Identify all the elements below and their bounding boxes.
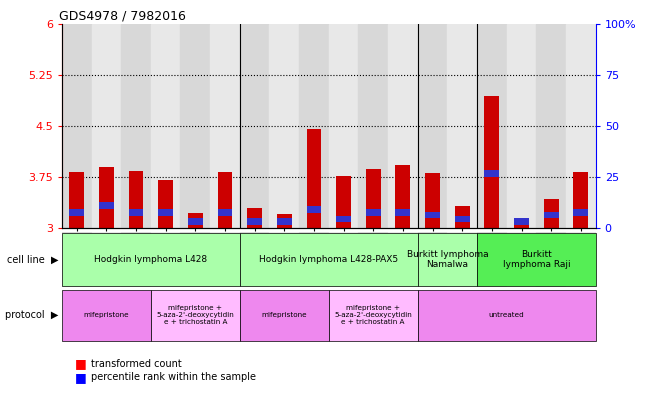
Bar	[69, 209, 84, 216]
Bar	[329, 24, 359, 228]
Bar	[574, 209, 589, 216]
Bar	[240, 24, 270, 228]
Bar	[99, 202, 114, 209]
Bar	[455, 206, 469, 228]
Bar	[158, 180, 173, 228]
Text: Hodgkin lymphoma L428: Hodgkin lymphoma L428	[94, 255, 208, 264]
Text: Hodgkin lymphoma L428-PAX5: Hodgkin lymphoma L428-PAX5	[259, 255, 398, 264]
Bar	[240, 232, 270, 287]
Bar	[217, 209, 232, 216]
Bar	[477, 233, 596, 286]
Bar	[62, 233, 240, 286]
Text: mifepristone +
5-aza-2'-deoxycytidin
e + trichostatin A: mifepristone + 5-aza-2'-deoxycytidin e +…	[156, 305, 234, 325]
Text: mifepristone +
5-aza-2'-deoxycytidin
e + trichostatin A: mifepristone + 5-aza-2'-deoxycytidin e +…	[335, 305, 412, 325]
Bar	[574, 172, 589, 228]
Bar	[506, 232, 536, 287]
Bar	[92, 24, 121, 228]
Bar	[477, 232, 506, 287]
Text: untreated: untreated	[489, 312, 525, 318]
Bar	[388, 24, 418, 228]
Bar	[359, 232, 388, 287]
Text: transformed count: transformed count	[91, 358, 182, 369]
Bar	[69, 172, 84, 228]
Bar	[158, 209, 173, 216]
Bar	[121, 232, 151, 287]
Bar	[447, 24, 477, 228]
Bar	[240, 233, 418, 286]
Bar	[270, 232, 299, 287]
Bar	[151, 290, 240, 341]
Bar	[121, 24, 151, 228]
Bar	[307, 206, 322, 213]
Bar	[425, 211, 440, 219]
Bar	[544, 199, 559, 228]
Bar	[99, 167, 114, 228]
Text: Burkitt lymphoma
Namalwa: Burkitt lymphoma Namalwa	[407, 250, 488, 269]
Bar	[566, 24, 596, 228]
Bar	[536, 232, 566, 287]
Bar	[92, 232, 121, 287]
Bar	[299, 232, 329, 287]
Bar	[566, 232, 596, 287]
Bar	[484, 96, 499, 228]
Bar	[359, 24, 388, 228]
Bar	[418, 232, 447, 287]
Bar	[128, 209, 143, 216]
Bar	[240, 290, 329, 341]
Bar	[62, 290, 151, 341]
Bar	[151, 232, 180, 287]
Bar	[455, 216, 469, 222]
Bar	[396, 209, 410, 216]
Text: mifepristone: mifepristone	[83, 312, 129, 318]
Bar	[336, 216, 351, 222]
Text: cell line  ▶: cell line ▶	[7, 254, 59, 264]
Bar	[151, 24, 180, 228]
Bar	[217, 172, 232, 228]
Bar	[329, 232, 359, 287]
Bar	[425, 173, 440, 228]
Bar	[247, 218, 262, 224]
Bar	[514, 221, 529, 228]
Bar	[188, 213, 202, 228]
Bar	[277, 218, 292, 224]
Text: mifepristone: mifepristone	[262, 312, 307, 318]
Text: percentile rank within the sample: percentile rank within the sample	[91, 372, 256, 382]
Text: GDS4978 / 7982016: GDS4978 / 7982016	[59, 9, 186, 22]
Bar	[484, 170, 499, 177]
Bar	[447, 232, 477, 287]
Bar	[396, 165, 410, 228]
Bar	[247, 208, 262, 228]
Bar	[128, 171, 143, 228]
Text: ■: ■	[75, 357, 87, 370]
Bar	[536, 24, 566, 228]
Text: protocol  ▶: protocol ▶	[5, 310, 59, 320]
Bar	[210, 24, 240, 228]
Bar	[514, 218, 529, 224]
Bar	[210, 232, 240, 287]
Bar	[418, 233, 477, 286]
Bar	[277, 214, 292, 228]
Bar	[299, 24, 329, 228]
Bar	[307, 129, 322, 228]
Bar	[366, 169, 381, 228]
Bar	[329, 290, 418, 341]
Bar	[62, 24, 92, 228]
Text: Burkitt
lymphoma Raji: Burkitt lymphoma Raji	[503, 250, 570, 269]
Text: ■: ■	[75, 371, 87, 384]
Bar	[477, 24, 506, 228]
Bar	[506, 24, 536, 228]
Bar	[180, 232, 210, 287]
Bar	[188, 218, 202, 224]
Bar	[388, 232, 418, 287]
Bar	[418, 24, 447, 228]
Bar	[544, 211, 559, 219]
Bar	[366, 209, 381, 216]
Bar	[180, 24, 210, 228]
Bar	[62, 232, 92, 287]
Bar	[336, 176, 351, 228]
Bar	[270, 24, 299, 228]
Bar	[418, 290, 596, 341]
